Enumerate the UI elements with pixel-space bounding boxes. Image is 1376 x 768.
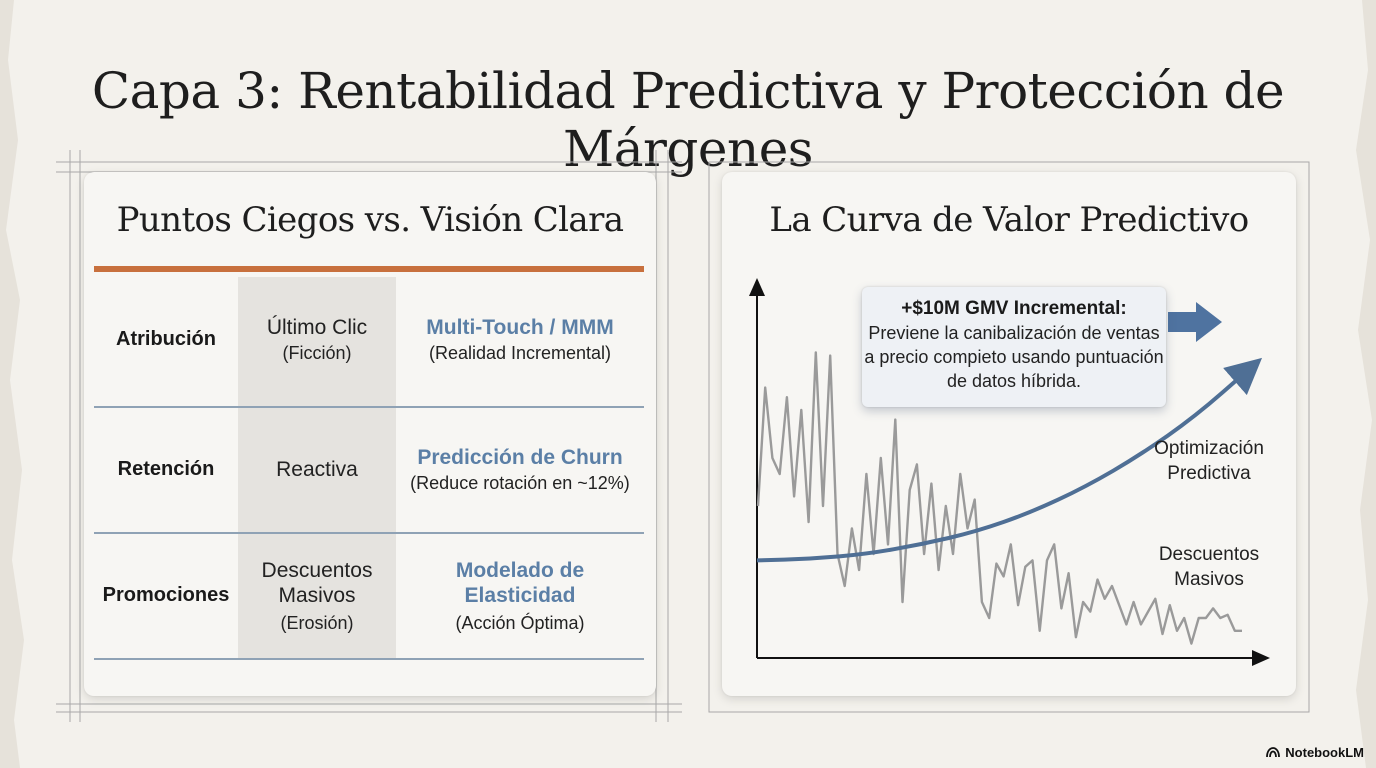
callout-headline: +$10M GMV Incremental: xyxy=(901,298,1127,319)
row-label-atribucion: Atribución xyxy=(116,328,216,350)
row-3-blind-main: Descuentos Masivos xyxy=(261,559,373,607)
gmv-callout: +$10M GMV Incremental: Previene la canib… xyxy=(862,287,1166,407)
blind-spots-column xyxy=(238,277,396,658)
callout-body: Previene la canibalización de ventas a p… xyxy=(864,323,1164,391)
brand-name: NotebookLM xyxy=(1285,745,1364,760)
row-3-clear-sub: (Acción Óptima) xyxy=(455,613,585,633)
comparison-card: Puntos Ciegos vs. Visión Clara Atribució… xyxy=(84,172,656,696)
row-divider xyxy=(94,406,644,408)
value-curve-title: La Curva de Valor Predictivo xyxy=(769,200,1249,240)
page-title: Capa 3: Rentabilidad Predictiva y Protec… xyxy=(91,62,1285,178)
torn-edge-left xyxy=(0,0,24,768)
comparison-title: Puntos Ciegos vs. Visión Clara xyxy=(116,200,624,240)
row-3-clear-main: Modelado de Elasticidad xyxy=(455,559,585,607)
row-divider xyxy=(94,658,644,660)
row-1-clear-sub: (Realidad Incremental) xyxy=(428,343,612,363)
row-2-clear-main: Predicción de Churn xyxy=(417,446,623,469)
row-divider xyxy=(94,532,644,534)
callout-arrow-icon xyxy=(1168,302,1222,342)
row-1-clear-main: Multi-Touch / MMM xyxy=(426,316,614,339)
row-2-blind-main: Reactiva xyxy=(276,458,358,481)
torn-edge-right xyxy=(1356,0,1376,768)
row-2-clear-sub: (Reduce rotación en ~12%) xyxy=(410,473,630,493)
notebooklm-logo-icon xyxy=(1266,747,1281,758)
row-3-blind-sub: (Erosión) xyxy=(280,613,354,633)
title-underline xyxy=(94,266,644,272)
row-label-retencion: Retención xyxy=(117,458,215,480)
row-label-promociones: Promociones xyxy=(102,584,230,606)
row-1-blind-sub: (Ficción) xyxy=(282,343,352,363)
value-curve-card: La Curva de Valor Predictivo xyxy=(722,172,1296,696)
brand-mark: NotebookLM xyxy=(1266,745,1364,760)
label-descuentos-masivos: Descuentos Masivos xyxy=(1158,544,1260,590)
series-optimizacion-predictiva xyxy=(756,357,1263,563)
row-1-blind-main: Último Clic xyxy=(266,316,368,339)
series-descuentos-masivos xyxy=(756,351,1242,645)
label-optimizacion-predictiva: Optimización Predictiva xyxy=(1154,438,1264,484)
